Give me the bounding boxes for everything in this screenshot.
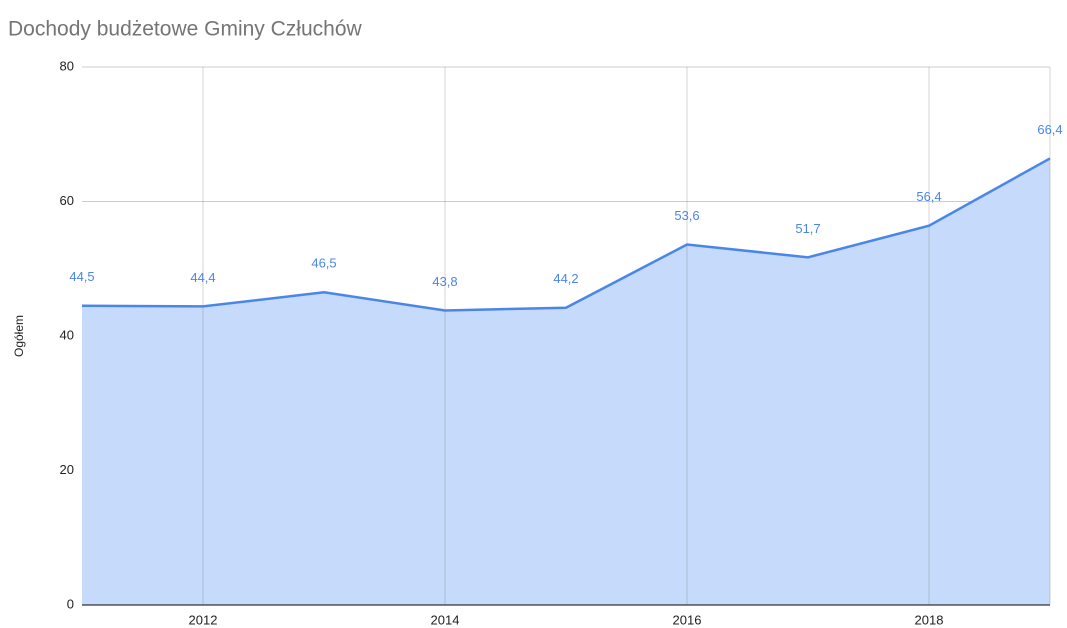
y-tick-label: 20: [60, 462, 74, 477]
x-tick-label: 2014: [431, 612, 460, 627]
data-label: 53,6: [674, 208, 699, 223]
line: [81, 157, 1051, 312]
chart-title: Dochody budżetowe Gminy Człuchów: [8, 18, 363, 41]
data-label: 43,8: [432, 274, 457, 289]
y-tick-label: 40: [60, 327, 74, 342]
y-tick-label: 80: [60, 58, 74, 73]
data-label: 51,7: [795, 221, 820, 236]
data-label: 66,4: [1037, 122, 1062, 137]
y-tick-label: 60: [60, 193, 74, 208]
x-tick-label: 2016: [673, 612, 702, 627]
x-tick-label: 2018: [915, 612, 944, 627]
data-label: 44,4: [190, 270, 215, 285]
y-axis-label: Ogółem: [12, 315, 26, 357]
data-label: 56,4: [916, 189, 941, 204]
data-label: 46,5: [311, 256, 336, 271]
y-tick-label: 0: [67, 596, 74, 611]
area: [82, 158, 1050, 605]
data-label: 44,5: [69, 269, 94, 284]
data-label: 44,2: [553, 271, 578, 286]
x-tick-label: 2012: [189, 612, 218, 627]
